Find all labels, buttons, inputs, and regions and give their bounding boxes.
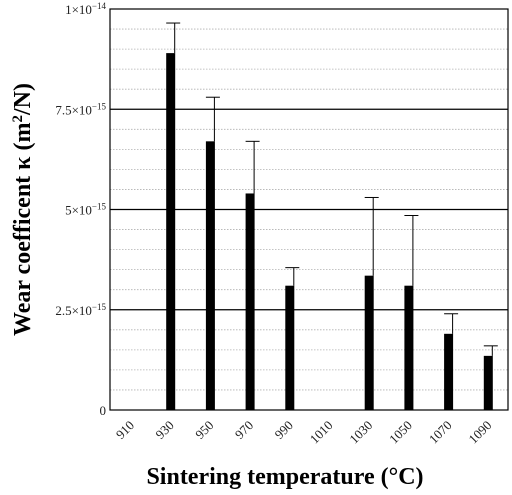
grid-lines [110, 28, 508, 391]
y-tick-label: 7.5×10−15 [55, 101, 106, 117]
y-axis-title: Wear coefficent κ (m2/N) [10, 83, 36, 336]
x-tick-label-950: 950 [192, 418, 216, 442]
x-tick-label-1010: 1010 [307, 418, 336, 447]
y-tick-label: 0 [100, 403, 107, 418]
plot-frame [109, 8, 509, 411]
x-tick-label-910: 910 [113, 418, 137, 442]
bar-970 [245, 193, 255, 410]
y-tick-labels: 0 2.5×10−15 5×10−15 7.5×10−15 1×10−14 [55, 1, 106, 418]
x-tick-label-970: 970 [232, 418, 256, 442]
x-tick-label-1090: 1090 [465, 418, 494, 447]
x-axis-title: Sintering temperature (°C) [146, 464, 423, 490]
y-axis-title-suffix: /N) [10, 83, 36, 116]
x-tick-label-930: 930 [152, 418, 176, 442]
y-tick-label: 2.5×10−15 [55, 302, 106, 318]
bar-1050 [404, 285, 414, 410]
x-tick-label-990: 990 [272, 418, 296, 442]
bar-950 [205, 141, 215, 410]
x-tick-label-1070: 1070 [426, 418, 455, 447]
y-axis-title-sup: 2 [10, 115, 26, 123]
bar-1030 [364, 275, 374, 410]
y-tick-label: 1×10−14 [65, 1, 106, 17]
bar-990 [285, 285, 295, 410]
bars [166, 22, 498, 411]
x-tick-label-1030: 1030 [346, 418, 375, 447]
x-tick-labels: 910 930 950 970 990 1010 1030 1050 1070 1090 [113, 418, 495, 447]
y-tick-label: 5×10−15 [65, 202, 106, 218]
y-axis-title-prefix: Wear coefficent κ (m [10, 123, 36, 336]
bar-1090 [483, 355, 493, 410]
bar-1070 [444, 333, 454, 410]
bar-930 [166, 53, 176, 411]
x-tick-label-1050: 1050 [386, 418, 415, 447]
